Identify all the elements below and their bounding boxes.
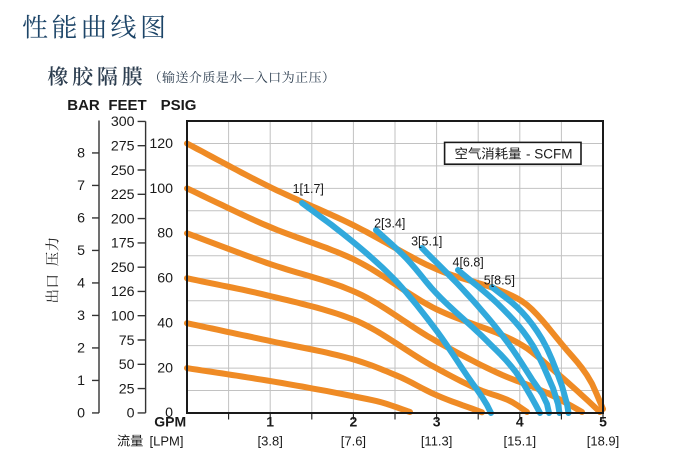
svg-text:1: 1 xyxy=(266,414,274,430)
svg-text:GPM: GPM xyxy=(154,414,186,430)
svg-text:8: 8 xyxy=(77,146,85,162)
svg-text:100: 100 xyxy=(111,309,135,325)
svg-text:40: 40 xyxy=(157,315,173,331)
svg-text:25: 25 xyxy=(119,381,135,397)
svg-text:FEET: FEET xyxy=(108,97,146,114)
svg-text:2: 2 xyxy=(350,414,358,430)
svg-text:0: 0 xyxy=(165,405,173,421)
svg-text:BAR: BAR xyxy=(67,97,100,114)
svg-text:120: 120 xyxy=(149,136,173,152)
svg-text:2[3.4]: 2[3.4] xyxy=(374,217,405,231)
svg-text:126: 126 xyxy=(111,284,135,300)
svg-text:20: 20 xyxy=(157,360,173,376)
svg-text:4: 4 xyxy=(516,414,524,430)
svg-text:2: 2 xyxy=(77,341,85,357)
svg-text:0: 0 xyxy=(77,406,85,422)
svg-text:75: 75 xyxy=(119,333,135,349)
svg-text:5: 5 xyxy=(599,414,607,430)
svg-text:0: 0 xyxy=(127,406,135,422)
svg-text:175: 175 xyxy=(111,236,135,252)
svg-text:5: 5 xyxy=(77,243,85,259)
svg-text:60: 60 xyxy=(157,271,173,287)
svg-text:50: 50 xyxy=(119,357,135,373)
svg-text:200: 200 xyxy=(111,211,135,227)
svg-text:[LPM]: [LPM] xyxy=(150,434,184,449)
svg-text:[3.8]: [3.8] xyxy=(258,434,283,449)
svg-text:1: 1 xyxy=(77,373,85,389)
svg-text:4: 4 xyxy=(77,276,85,292)
svg-text:100: 100 xyxy=(149,181,173,197)
svg-text:6: 6 xyxy=(77,211,85,227)
svg-text:- SCFM: - SCFM xyxy=(526,146,573,161)
svg-text:3: 3 xyxy=(433,414,441,430)
svg-text:3[5.1]: 3[5.1] xyxy=(411,234,442,248)
svg-text:[15.1]: [15.1] xyxy=(504,434,537,449)
svg-text:225: 225 xyxy=(111,187,135,203)
svg-text:250: 250 xyxy=(111,163,135,179)
svg-text:7: 7 xyxy=(77,178,85,194)
svg-text:275: 275 xyxy=(111,138,135,154)
svg-text:[18.9]: [18.9] xyxy=(587,434,620,449)
svg-text:4[6.8]: 4[6.8] xyxy=(453,255,484,269)
svg-text:3: 3 xyxy=(77,308,85,324)
svg-text:80: 80 xyxy=(157,226,173,242)
svg-text:[7.6]: [7.6] xyxy=(341,434,366,449)
svg-text:1[1.7]: 1[1.7] xyxy=(293,182,324,196)
svg-text:[11.3]: [11.3] xyxy=(421,434,453,449)
svg-text:PSIG: PSIG xyxy=(161,97,197,114)
svg-text:5[8.5]: 5[8.5] xyxy=(484,274,515,288)
svg-text:250: 250 xyxy=(111,260,135,276)
svg-text:300: 300 xyxy=(111,114,135,130)
